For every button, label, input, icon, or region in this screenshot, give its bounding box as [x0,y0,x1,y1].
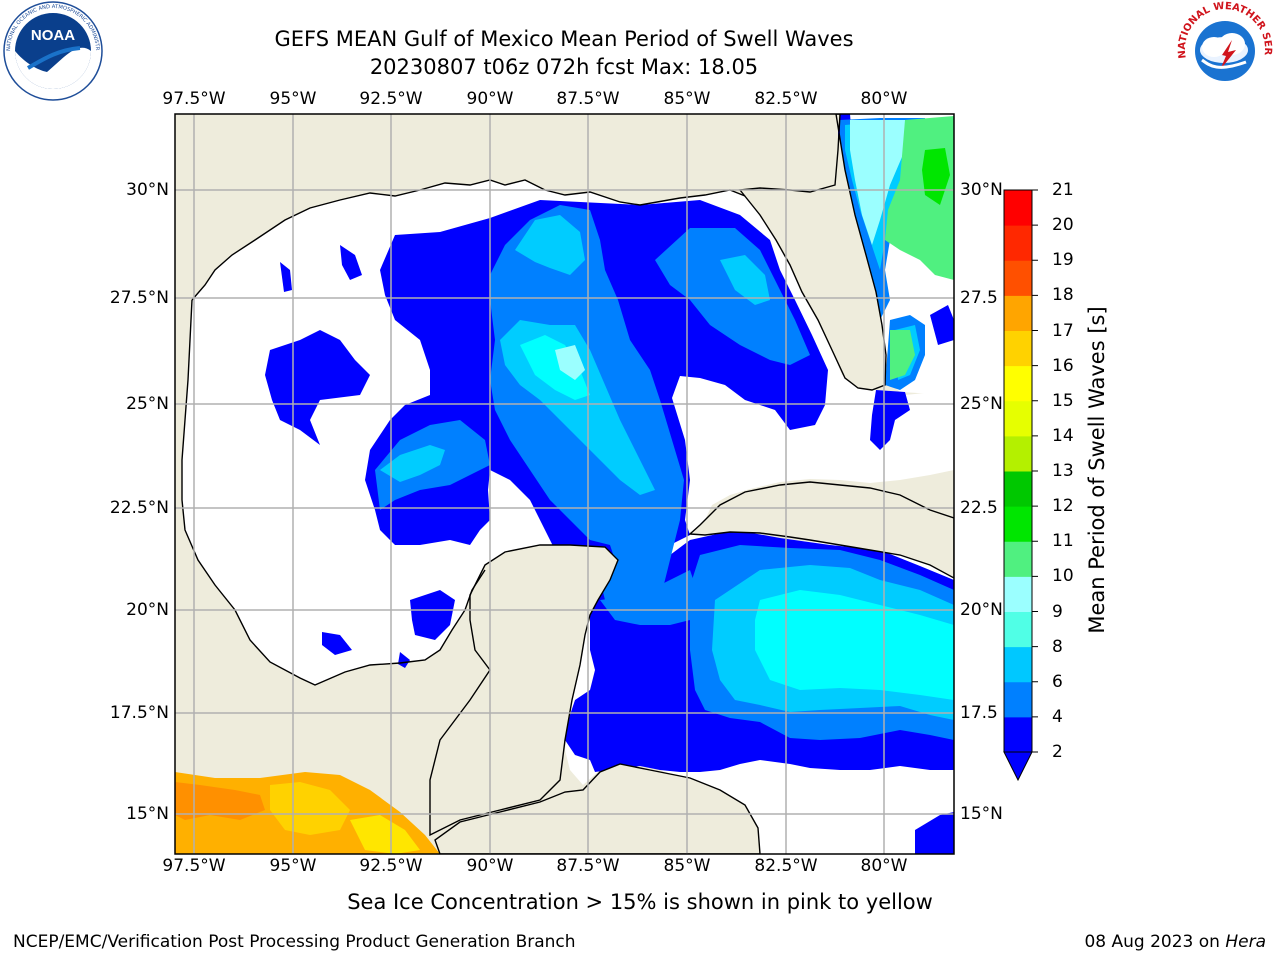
map-subtitle: 20230807 t06z 072h fcst Max: 18.05 [369,55,759,79]
colorbar-label: Mean Period of Swell Waves [s] [1085,306,1109,634]
date-stamp: 08 Aug 2023 on Hera [1084,932,1266,952]
lon-label-bottom: 90°W [466,856,514,876]
colorbar-segment [1004,295,1032,331]
lat-label-right: 20°N [960,600,1003,620]
colorbar-segment [1004,471,1032,507]
colorbar-segment [1004,611,1032,648]
colorbar-tick-label: 9 [1052,601,1063,622]
colorbar-tick-label: 21 [1052,180,1074,200]
swell-band-8-9 [520,335,954,700]
lon-label-bottom: 97.5°W [162,856,226,876]
swell-band-10-12 [885,116,954,380]
colorbar-segment [1004,646,1032,683]
lon-label-bottom: 92.5°W [359,856,423,876]
colorbar-segment [1004,681,1032,718]
colorbar-tick-label: 17 [1052,320,1074,341]
colorbar-tick-label: 12 [1052,496,1074,517]
lon-label-bottom: 82.5°W [754,856,818,876]
date-text: 08 Aug 2023 on [1084,932,1226,952]
colorbar-segment [1004,330,1032,367]
lon-label-top: 82.5°W [754,89,818,109]
host-name: Hera [1225,932,1266,952]
colorbar-tick-label: 18 [1052,285,1074,306]
noaa-logo-text: NOAA [31,27,75,44]
colorbar-tick-label: 15 [1052,390,1074,411]
lat-label-right: 17.5 [960,703,998,723]
colorbar-tick-label: 6 [1052,671,1063,692]
colorbar-tick-label: 8 [1052,636,1063,657]
map-title: GEFS MEAN Gulf of Mexico Mean Period of … [274,27,854,51]
florida [738,114,887,391]
map-frame [174,113,955,855]
colorbar-segment [1004,260,1032,296]
noaa-logo: NOAA NATIONAL OCEANIC AND ATMOSPHERIC AD… [2,0,103,101]
colorbar-tick-label: 13 [1052,461,1074,481]
colorbar-tick-label: 11 [1052,531,1074,552]
lon-label-top: 87.5°W [556,89,620,109]
lat-label-left: 15°N [126,804,169,824]
lon-label-top: 90°W [466,89,514,109]
colorbar [1003,189,1038,782]
lon-label-bottom: 85°W [663,856,711,876]
colorbar-segment [1004,365,1032,402]
lat-label-left: 20°N [126,600,169,620]
lon-label-top: 95°W [269,89,317,109]
sea-ice-note: Sea Ice Concentration > 15% is shown in … [347,890,933,914]
colorbar-segment [1004,190,1032,226]
graticule [175,114,954,854]
lon-label-top: 92.5°W [359,89,423,109]
credit-line: NCEP/EMC/Verification Post Processing Pr… [13,932,576,952]
lon-label-bottom: 80°W [860,856,908,876]
coastlines [429,481,954,854]
lat-label-left: 25°N [126,394,169,414]
colorbar-tick-label: 10 [1052,566,1074,587]
lat-label-right: 15°N [960,804,1003,824]
colorbar-tick-label: 2 [1052,742,1063,762]
lon-label-bottom: 95°W [269,856,317,876]
colorbar-segment [1004,400,1032,437]
colorbar-segment [1004,576,1032,612]
lat-label-left: 17.5°N [109,703,169,723]
lat-label-right: 25°N [960,394,1003,414]
colorbar-tick-label: 4 [1052,706,1063,727]
lon-label-top: 85°W [663,89,711,109]
lat-label-left: 27.5°N [109,288,169,308]
lat-label-right: 30°N [960,180,1003,200]
colorbar-segment [1004,225,1032,261]
colorbar-segment [1004,716,1032,753]
nws-logo: NATIONAL WEATHER SERVICE [1174,0,1273,99]
lat-label-left: 22.5°N [109,498,169,518]
colorbar-segment [1004,541,1032,577]
colorbar-tick-label: 16 [1052,355,1074,376]
gulf-coastline [181,179,746,686]
colorbar-tick-label: 20 [1052,215,1074,236]
lat-label-left: 30°N [126,180,169,200]
lon-label-bottom: 87.5°W [556,856,620,876]
colorbar-segment [1004,435,1032,472]
lon-label-top: 97.5°W [162,89,226,109]
colorbar-segment [1004,506,1032,542]
lat-label-right: 27.5 [960,288,998,308]
lon-label-top: 80°W [860,89,908,109]
pacific-swell-area [175,772,440,854]
lat-label-right: 22.5 [960,498,998,518]
colorbar-extend [1003,751,1033,782]
colorbar-tick-label: 19 [1052,250,1074,271]
swell-band-9-10 [555,120,910,380]
colorbar-tick-label: 14 [1052,425,1074,446]
